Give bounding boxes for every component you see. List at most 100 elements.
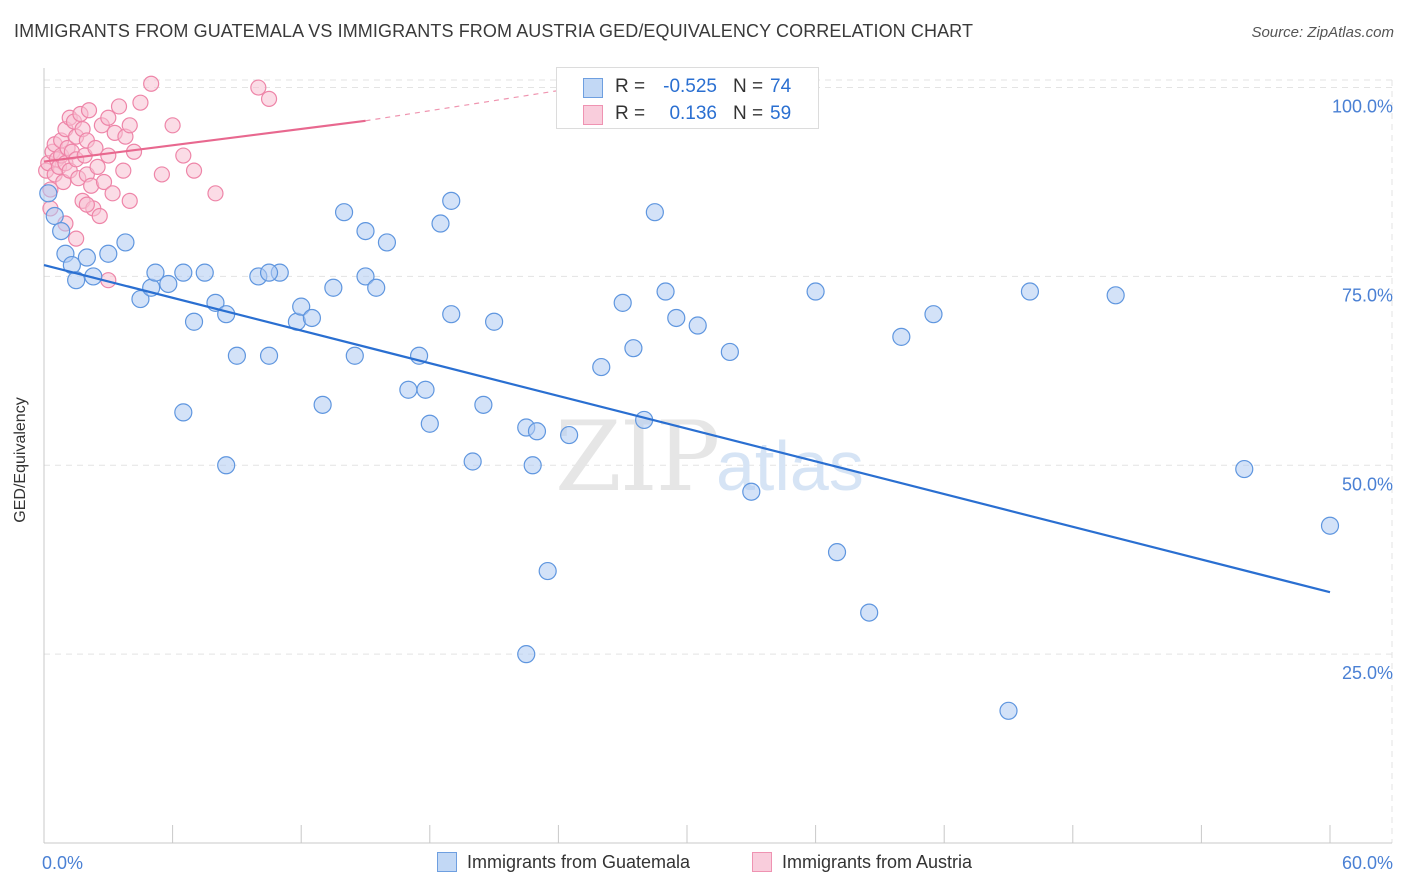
legend-r-label: R = (615, 76, 646, 97)
guatemala-point (184, 312, 204, 331)
guatemala-point (99, 244, 118, 263)
austria-point (80, 102, 98, 119)
guatemala-point (313, 395, 332, 414)
guatemala-point (892, 327, 911, 346)
trend-lines (43, 89, 1331, 594)
guatemala-point (613, 293, 632, 312)
austria-point (132, 94, 149, 111)
guatemala-points (39, 78, 1340, 720)
legend-n-label: N = (733, 76, 764, 97)
guatemala-point (259, 263, 279, 282)
y-tick-label: 75.0% (1342, 285, 1393, 305)
guatemala-point (645, 203, 664, 222)
bottom-legend-label-guatemala: Immigrants from Guatemala (467, 852, 691, 872)
austria-point (121, 117, 138, 134)
guatemala-point (356, 267, 375, 286)
guatemala-point (442, 305, 461, 324)
guatemala-point (656, 282, 675, 301)
guatemala-point (367, 278, 386, 297)
austria-trend-line (43, 119, 366, 163)
guatemala-point (356, 221, 375, 241)
guatemala-trend-line (43, 264, 1331, 594)
austria-trend-extension (365, 89, 559, 122)
x-tick-label: 0.0% (42, 853, 83, 873)
guatemala-point (416, 380, 435, 399)
guatemala-point (377, 233, 397, 252)
legend-row-guatemala: R = -0.525 N = 74 (557, 76, 818, 102)
legend-n-label: N = (733, 103, 764, 124)
tick-labels: 25.0% 50.0% 75.0% 100.0% 0.0% 60.0% (42, 97, 1393, 873)
guatemala-point (345, 346, 364, 365)
guatemala-point (999, 701, 1018, 720)
guatemala-point (259, 346, 279, 365)
guatemala-point (52, 221, 71, 241)
legend-swatch-blue (583, 78, 603, 98)
guatemala-point (538, 561, 557, 581)
guatemala-point (45, 206, 64, 226)
guatemala-point (1106, 286, 1125, 305)
guatemala-point (227, 346, 246, 365)
bottom-legend-guatemala: Immigrants from Guatemala (437, 852, 690, 873)
austria-point (104, 185, 121, 202)
austria-point (164, 117, 181, 134)
guatemala-point (1320, 516, 1340, 535)
bottom-legend-austria: Immigrants from Austria (752, 852, 972, 873)
guatemala-point (742, 482, 761, 501)
austria-point (78, 196, 95, 213)
legend-r-value: -0.525 (663, 76, 717, 97)
guatemala-point (720, 342, 739, 362)
guatemala-point (399, 380, 418, 399)
legend-n-value: 74 (770, 76, 792, 97)
guatemala-point (523, 456, 542, 475)
guatemala-point (217, 456, 236, 475)
guatemala-point (1020, 282, 1040, 301)
guatemala-point (667, 308, 686, 328)
guatemala-point (174, 263, 193, 282)
austria-point (68, 230, 85, 247)
austria-point (89, 158, 106, 175)
bottom-legend-swatch-pink (752, 852, 772, 872)
austria-point (110, 98, 128, 115)
guatemala-point (334, 203, 354, 222)
austria-point (260, 90, 278, 107)
guatemala-point (624, 339, 643, 358)
austria-point (100, 109, 117, 126)
legend-swatch-pink (583, 105, 603, 125)
guatemala-point (442, 191, 461, 210)
legend-n-value: 59 (770, 103, 792, 124)
guatemala-point (174, 403, 193, 422)
y-tick-label: 100.0% (1332, 97, 1393, 117)
guatemala-point (592, 357, 611, 377)
correlation-legend: R = -0.525 N = 74 R = 0.136 N = 59 (556, 67, 819, 129)
austria-point (153, 166, 170, 183)
guatemala-point (146, 263, 165, 282)
bottom-legend-swatch-blue (437, 852, 457, 872)
austria-point (250, 79, 267, 96)
guatemala-point (517, 645, 536, 664)
watermark-atlas: atlas (716, 427, 864, 505)
guatemala-point (324, 278, 343, 297)
guatemala-point (116, 233, 135, 252)
guatemala-point (806, 282, 825, 301)
austria-points (38, 75, 278, 289)
guatemala-point (527, 422, 547, 441)
guatemala-point (485, 312, 504, 331)
y-axis-label: GED/Equivalency (12, 397, 29, 523)
guatemala-point (924, 305, 943, 324)
guatemala-point (77, 248, 96, 267)
guatemala-point (560, 425, 579, 445)
austria-point (95, 173, 113, 191)
bottom-legend-label-austria: Immigrants from Austria (782, 852, 973, 872)
guatemala-point (688, 316, 707, 335)
guatemala-point (463, 452, 482, 471)
austria-point (143, 75, 160, 92)
guatemala-point (1235, 459, 1254, 479)
guatemala-point (159, 274, 178, 294)
guatemala-point (217, 305, 236, 324)
guatemala-point (67, 271, 86, 290)
chart-title: IMMIGRANTS FROM GUATEMALA VS IMMIGRANTS … (14, 21, 974, 41)
austria-point (207, 185, 224, 202)
guatemala-point (292, 297, 311, 316)
